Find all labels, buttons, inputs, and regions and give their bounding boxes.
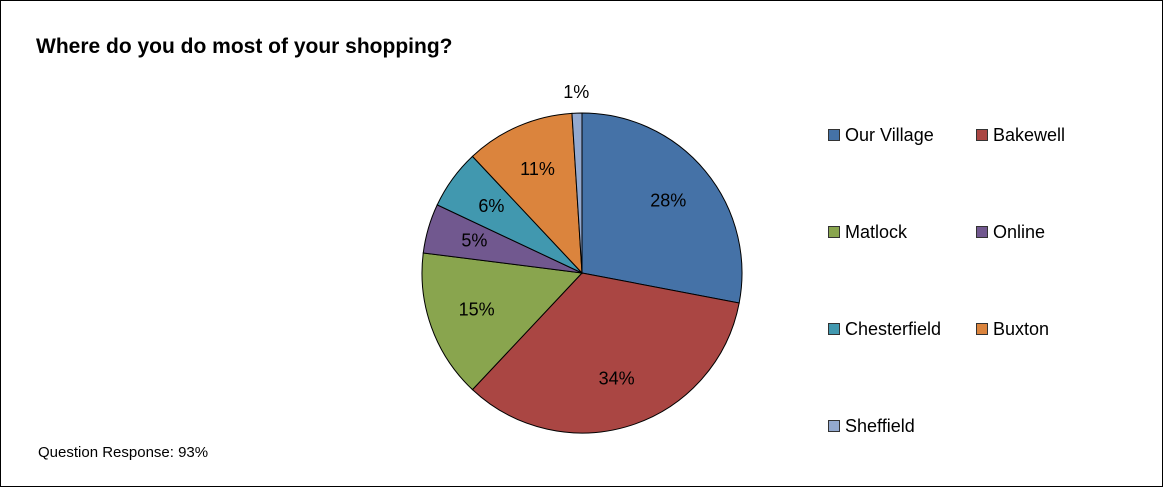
pie-slice-matlock bbox=[421, 252, 584, 391]
pie-slice-bakewell bbox=[471, 272, 740, 434]
question-response-note: Question Response: 93% bbox=[38, 444, 209, 461]
pie-slice-our-village bbox=[581, 112, 743, 304]
data-label-matlock: 15% bbox=[459, 300, 495, 320]
data-label-buxton: 11% bbox=[520, 159, 555, 179]
data-label-bakewell: 34% bbox=[599, 368, 635, 388]
pie-slice-buxton bbox=[471, 112, 583, 275]
data-label-sheffield: 1% bbox=[563, 82, 589, 102]
data-label-online: 5% bbox=[461, 231, 487, 251]
data-label-chesterfield: 6% bbox=[478, 196, 504, 216]
pie-slice-sheffield bbox=[571, 112, 583, 274]
chart-title: Where do you do most of your shopping? bbox=[36, 35, 453, 58]
data-label-our-village: 28% bbox=[650, 190, 686, 210]
